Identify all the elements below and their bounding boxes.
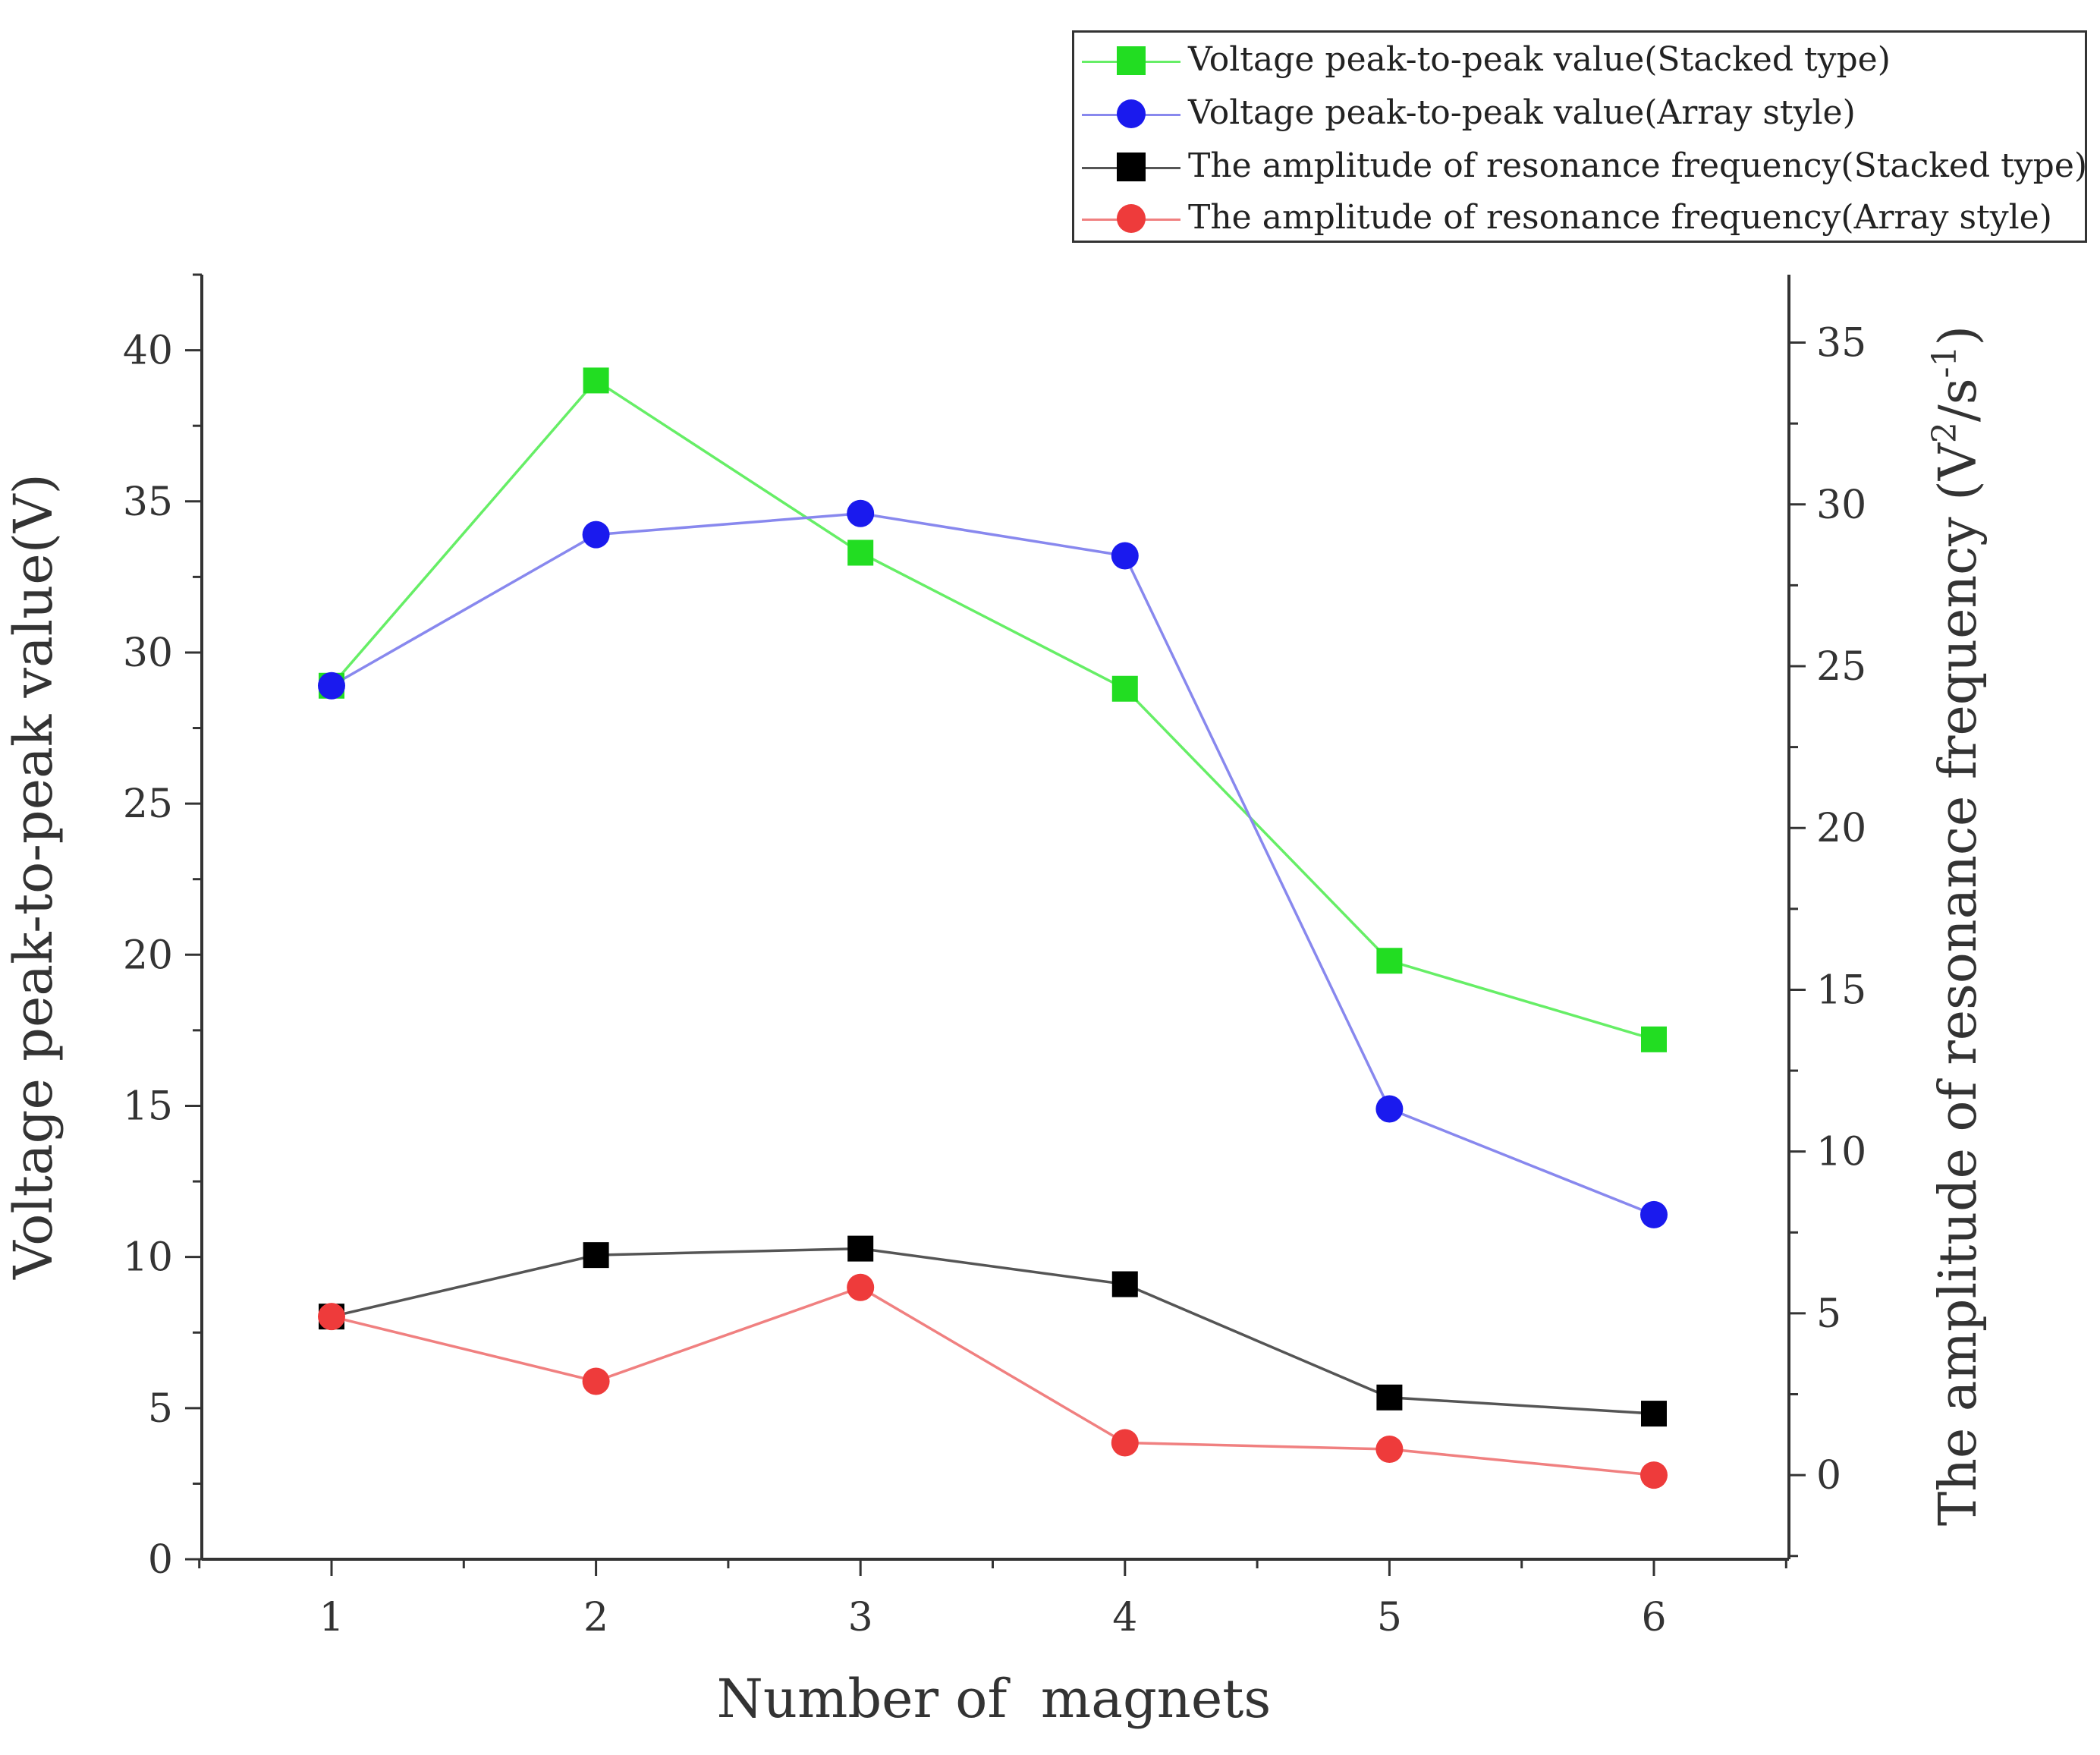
right-tick-label: 15	[1816, 967, 1866, 1013]
right-y-label-base: The amplitude of resonance frequency (V	[1929, 442, 1988, 1526]
legend-label: The amplitude of resonance frequency(Arr…	[1188, 198, 2052, 237]
left-tick-label: 20	[123, 933, 173, 978]
series-1-point	[1376, 948, 1403, 974]
legend-square-marker	[1117, 153, 1146, 181]
series-4-point	[318, 1303, 345, 1331]
left-tick-label: 25	[123, 782, 173, 827]
series-2-point	[1111, 542, 1139, 570]
left-tick-label: 10	[123, 1235, 173, 1281]
series-1-point	[1111, 675, 1138, 702]
series-3-point	[1111, 1271, 1138, 1297]
right-y-axis-label: The amplitude of resonance frequency (V2…	[1926, 326, 1988, 1526]
right-tick-label: 25	[1816, 644, 1866, 690]
legend-label: Voltage peak-to-peak value(Stacked type)	[1188, 40, 1891, 79]
x-axis-label: Number of magnets	[717, 1668, 1272, 1730]
left-tick-label: 0	[148, 1537, 173, 1583]
legend-entry-blue: Voltage peak-to-peak value(Array style)	[1074, 89, 2085, 142]
left-tick-label: 15	[123, 1084, 173, 1129]
series-3-point	[1641, 1401, 1667, 1427]
right-tick-label: 35	[1816, 321, 1866, 366]
series-1-point	[583, 367, 609, 394]
series-3-point	[847, 1235, 874, 1262]
left-tick-label: 5	[148, 1386, 173, 1432]
series-4-point	[1111, 1429, 1139, 1457]
series-2-point	[582, 521, 610, 549]
x-tick-label: 5	[1377, 1595, 1402, 1640]
left-tick-label: 40	[123, 329, 173, 374]
legend-entry-black: The amplitude of resonance frequency(Sta…	[1074, 142, 2088, 195]
x-tick-label: 6	[1641, 1595, 1666, 1640]
right-y-label-sup2: -1	[1926, 345, 1964, 378]
right-y-label-end: )	[1929, 326, 1988, 346]
x-tick-label: 2	[583, 1595, 608, 1640]
x-tick-label: 1	[319, 1595, 344, 1640]
x-ticks: 1 2 3 4 5 6	[198, 1559, 1787, 1640]
left-tick-label: 35	[123, 480, 173, 525]
series-line-2	[331, 511, 1655, 1216]
right-y-label-mid: /s	[1929, 378, 1988, 422]
series-line-1	[330, 379, 1655, 1041]
x-tick-label: 4	[1112, 1595, 1137, 1640]
legend-entry-green: Voltage peak-to-peak value(Stacked type)	[1074, 36, 2085, 89]
series-3-point	[583, 1242, 609, 1269]
right-tick-label: 5	[1816, 1291, 1841, 1337]
legend-circle-marker	[1117, 204, 1146, 233]
right-tick-label: 10	[1816, 1130, 1866, 1175]
right-y-label-sup1: 2	[1926, 422, 1964, 443]
legend-square-marker	[1117, 46, 1146, 75]
series-2-point	[1640, 1200, 1668, 1228]
series-2-point	[1375, 1095, 1404, 1123]
series-3-point	[1376, 1384, 1403, 1411]
right-y-ticks: 0 5 10 15 20 25 30 35	[1789, 321, 1866, 1558]
right-tick-label: 30	[1816, 483, 1866, 528]
legend-label: The amplitude of resonance frequency(Sta…	[1188, 146, 2088, 185]
series-1-point	[1641, 1026, 1667, 1052]
legend: Voltage peak-to-peak value(Stacked type)…	[1072, 30, 2087, 243]
series-layer	[318, 367, 1668, 1489]
series-4-point	[847, 1273, 875, 1301]
legend-entry-red: The amplitude of resonance frequency(Arr…	[1074, 193, 2085, 247]
series-line-4	[331, 1285, 1655, 1477]
series-line-3	[331, 1247, 1655, 1415]
series-4-point	[1375, 1436, 1404, 1464]
series-1-point	[847, 539, 874, 566]
x-tick-label: 3	[848, 1595, 873, 1640]
left-tick-label: 30	[123, 631, 173, 676]
series-2-point	[847, 499, 875, 527]
series-4-point	[1640, 1461, 1668, 1489]
right-tick-label: 0	[1816, 1453, 1841, 1499]
legend-circle-marker	[1117, 99, 1146, 128]
legend-label: Voltage peak-to-peak value(Array style)	[1188, 93, 1856, 132]
series-4-point	[582, 1367, 610, 1395]
left-y-axis-label: Voltage peak-to-peak value(V)	[2, 473, 64, 1280]
left-y-ticks: 0 5 10 15 20 25 30 35 40	[123, 273, 202, 1583]
series-2-point	[318, 671, 345, 700]
axes-frame	[200, 275, 1790, 1561]
right-tick-label: 20	[1816, 806, 1866, 851]
